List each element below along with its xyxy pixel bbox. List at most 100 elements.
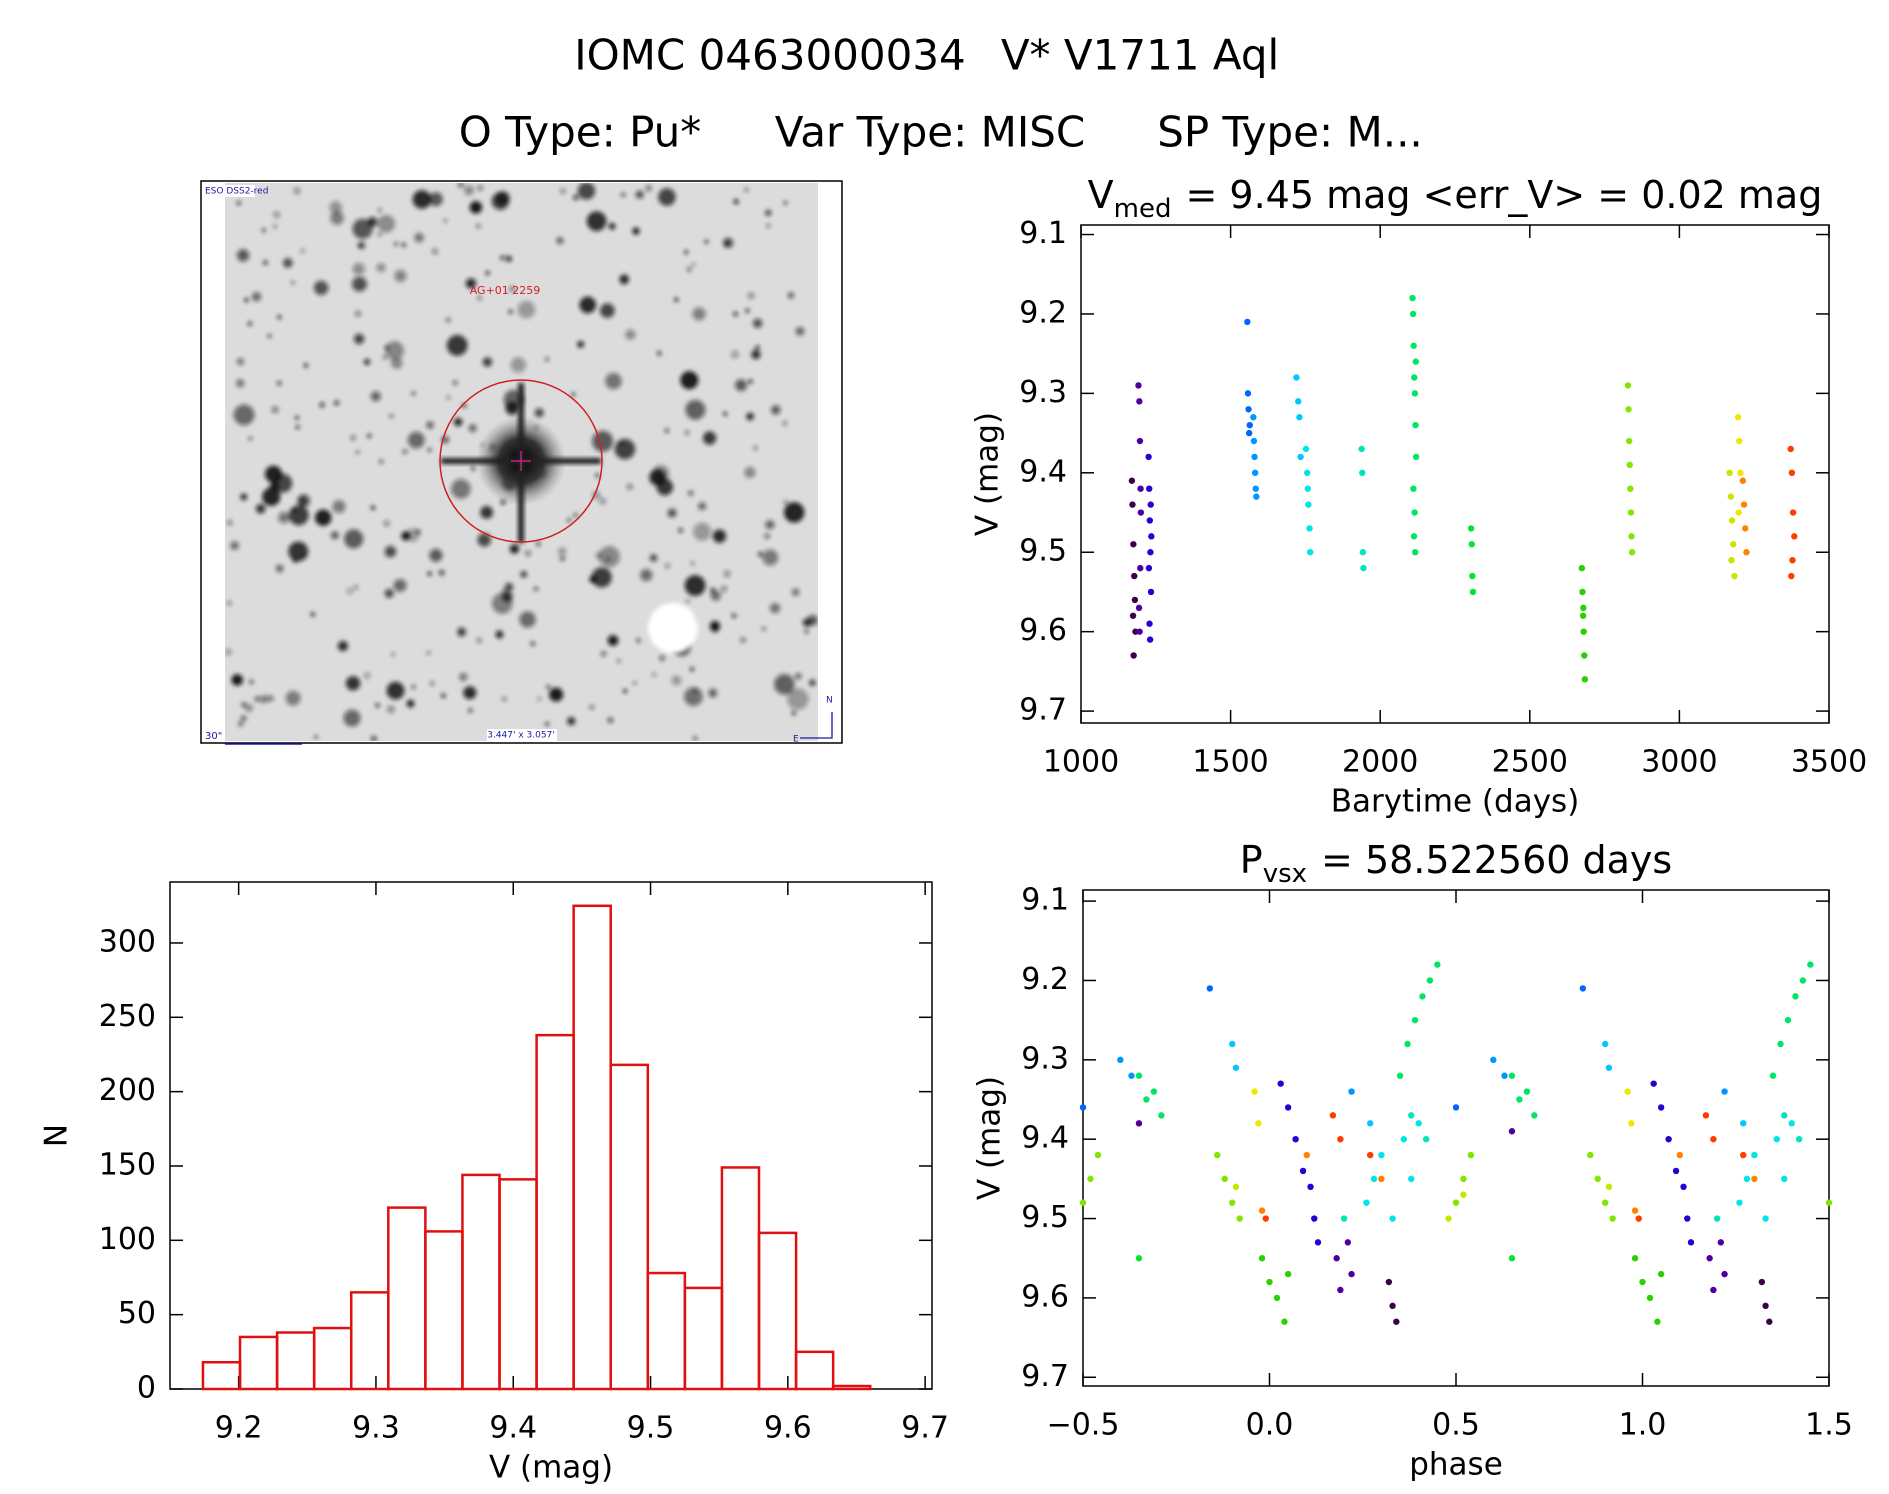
x-tick-label: 9.7 — [901, 1411, 949, 1446]
data-point — [1251, 453, 1258, 461]
data-point — [1135, 382, 1142, 389]
y-tick-label: 9.6 — [1021, 1279, 1069, 1314]
y-tick-label: 300 — [99, 924, 156, 959]
data-point — [1758, 1278, 1766, 1286]
histogram-bar — [238, 1335, 279, 1391]
data-point — [1079, 1199, 1087, 1206]
x-tick-label: 9.3 — [352, 1411, 400, 1446]
data-point — [1281, 1318, 1288, 1325]
data-point — [1628, 1120, 1635, 1127]
data-point — [1128, 1072, 1135, 1079]
data-point — [1639, 1278, 1646, 1286]
histogram-bar — [461, 1173, 501, 1391]
y-tick-label: 9.4 — [1019, 454, 1067, 489]
data-point — [1410, 342, 1417, 349]
x-tick-label: 9.5 — [627, 1411, 675, 1446]
data-point — [1773, 1135, 1780, 1143]
y-tick-label: 9.5 — [1021, 1200, 1069, 1235]
data-point — [1787, 445, 1794, 453]
data-point — [1296, 414, 1303, 421]
data-point — [1740, 1120, 1747, 1127]
histogram-bar — [609, 1063, 650, 1391]
data-point — [1302, 445, 1310, 453]
data-point — [1252, 485, 1259, 492]
y-tick-label: 9.3 — [1021, 1041, 1069, 1076]
title-subscript: vsx — [1263, 859, 1307, 889]
data-point — [1136, 398, 1143, 405]
data-point — [1676, 1151, 1684, 1159]
data-point — [1404, 1040, 1411, 1048]
data-point — [1245, 429, 1253, 437]
data-point — [1250, 414, 1257, 421]
data-point — [1721, 1088, 1728, 1095]
data-point — [1579, 612, 1587, 619]
data-point — [1137, 509, 1145, 516]
data-point — [1385, 1278, 1393, 1286]
data-point — [1253, 493, 1260, 500]
y-tick-label: 150 — [99, 1147, 156, 1182]
data-point — [1412, 358, 1420, 365]
data-point — [1359, 549, 1367, 556]
data-point — [1605, 1183, 1613, 1191]
data-point — [1687, 1239, 1695, 1246]
data-point — [1409, 310, 1417, 318]
data-point — [1602, 1040, 1609, 1048]
histogram-bar — [275, 1331, 316, 1391]
data-point — [1766, 1318, 1773, 1325]
data-point — [1672, 1167, 1680, 1175]
data-point — [1130, 652, 1137, 659]
data-point — [1713, 1215, 1721, 1222]
data-point — [1657, 1104, 1665, 1111]
data-point — [1721, 1270, 1728, 1278]
east-label: E — [793, 735, 799, 745]
y-axis-label: V (mag) — [970, 412, 1006, 536]
data-point — [1284, 1104, 1292, 1111]
data-point — [1333, 1255, 1340, 1262]
data-point — [1531, 1112, 1538, 1119]
data-point — [1370, 1175, 1378, 1183]
data-point — [1358, 445, 1365, 453]
data-point — [1412, 549, 1419, 556]
data-point — [1147, 549, 1154, 556]
data-point — [1684, 1215, 1691, 1222]
data-point — [1246, 421, 1253, 429]
data-point — [1415, 1120, 1422, 1127]
data-point — [1348, 1088, 1355, 1095]
data-point — [1791, 533, 1798, 540]
title-symbol: V — [1088, 173, 1114, 217]
data-point — [1255, 1120, 1262, 1127]
data-point — [1229, 1199, 1236, 1206]
data-point — [1460, 1191, 1467, 1198]
data-point — [1400, 1135, 1407, 1143]
data-point — [1628, 533, 1635, 540]
data-point — [1337, 1286, 1344, 1294]
x-tick-label: 2500 — [1492, 745, 1568, 780]
y-tick-label: 9.1 — [1021, 883, 1069, 918]
data-point — [1654, 1318, 1661, 1325]
data-point — [1135, 604, 1143, 612]
data-point — [1299, 1167, 1307, 1175]
data-point — [1378, 1175, 1385, 1183]
y-tick-label: 50 — [118, 1296, 156, 1331]
y-tick-label: 9.5 — [1019, 534, 1067, 569]
histogram-bar — [387, 1206, 427, 1391]
data-point — [1412, 453, 1420, 461]
data-point — [1452, 1104, 1460, 1111]
x-tick-label: −0.5 — [1047, 1408, 1120, 1443]
data-point — [1389, 1215, 1396, 1222]
x-tick-label: 0.5 — [1432, 1408, 1480, 1443]
x-tick-label: 3000 — [1641, 745, 1717, 780]
data-point — [1777, 1040, 1784, 1048]
data-point — [1581, 652, 1588, 659]
data-point — [1445, 1215, 1452, 1222]
histogram-bar — [794, 1350, 835, 1391]
north-label: N — [826, 696, 833, 706]
data-point — [1742, 525, 1749, 532]
data-point — [1740, 1151, 1747, 1159]
data-point — [1781, 1112, 1788, 1119]
target-label: AG+01 2259 — [470, 284, 541, 297]
data-point — [1135, 1120, 1143, 1127]
data-point — [1148, 533, 1155, 540]
histogram-bar — [646, 1271, 687, 1391]
data-point — [1736, 1199, 1743, 1206]
